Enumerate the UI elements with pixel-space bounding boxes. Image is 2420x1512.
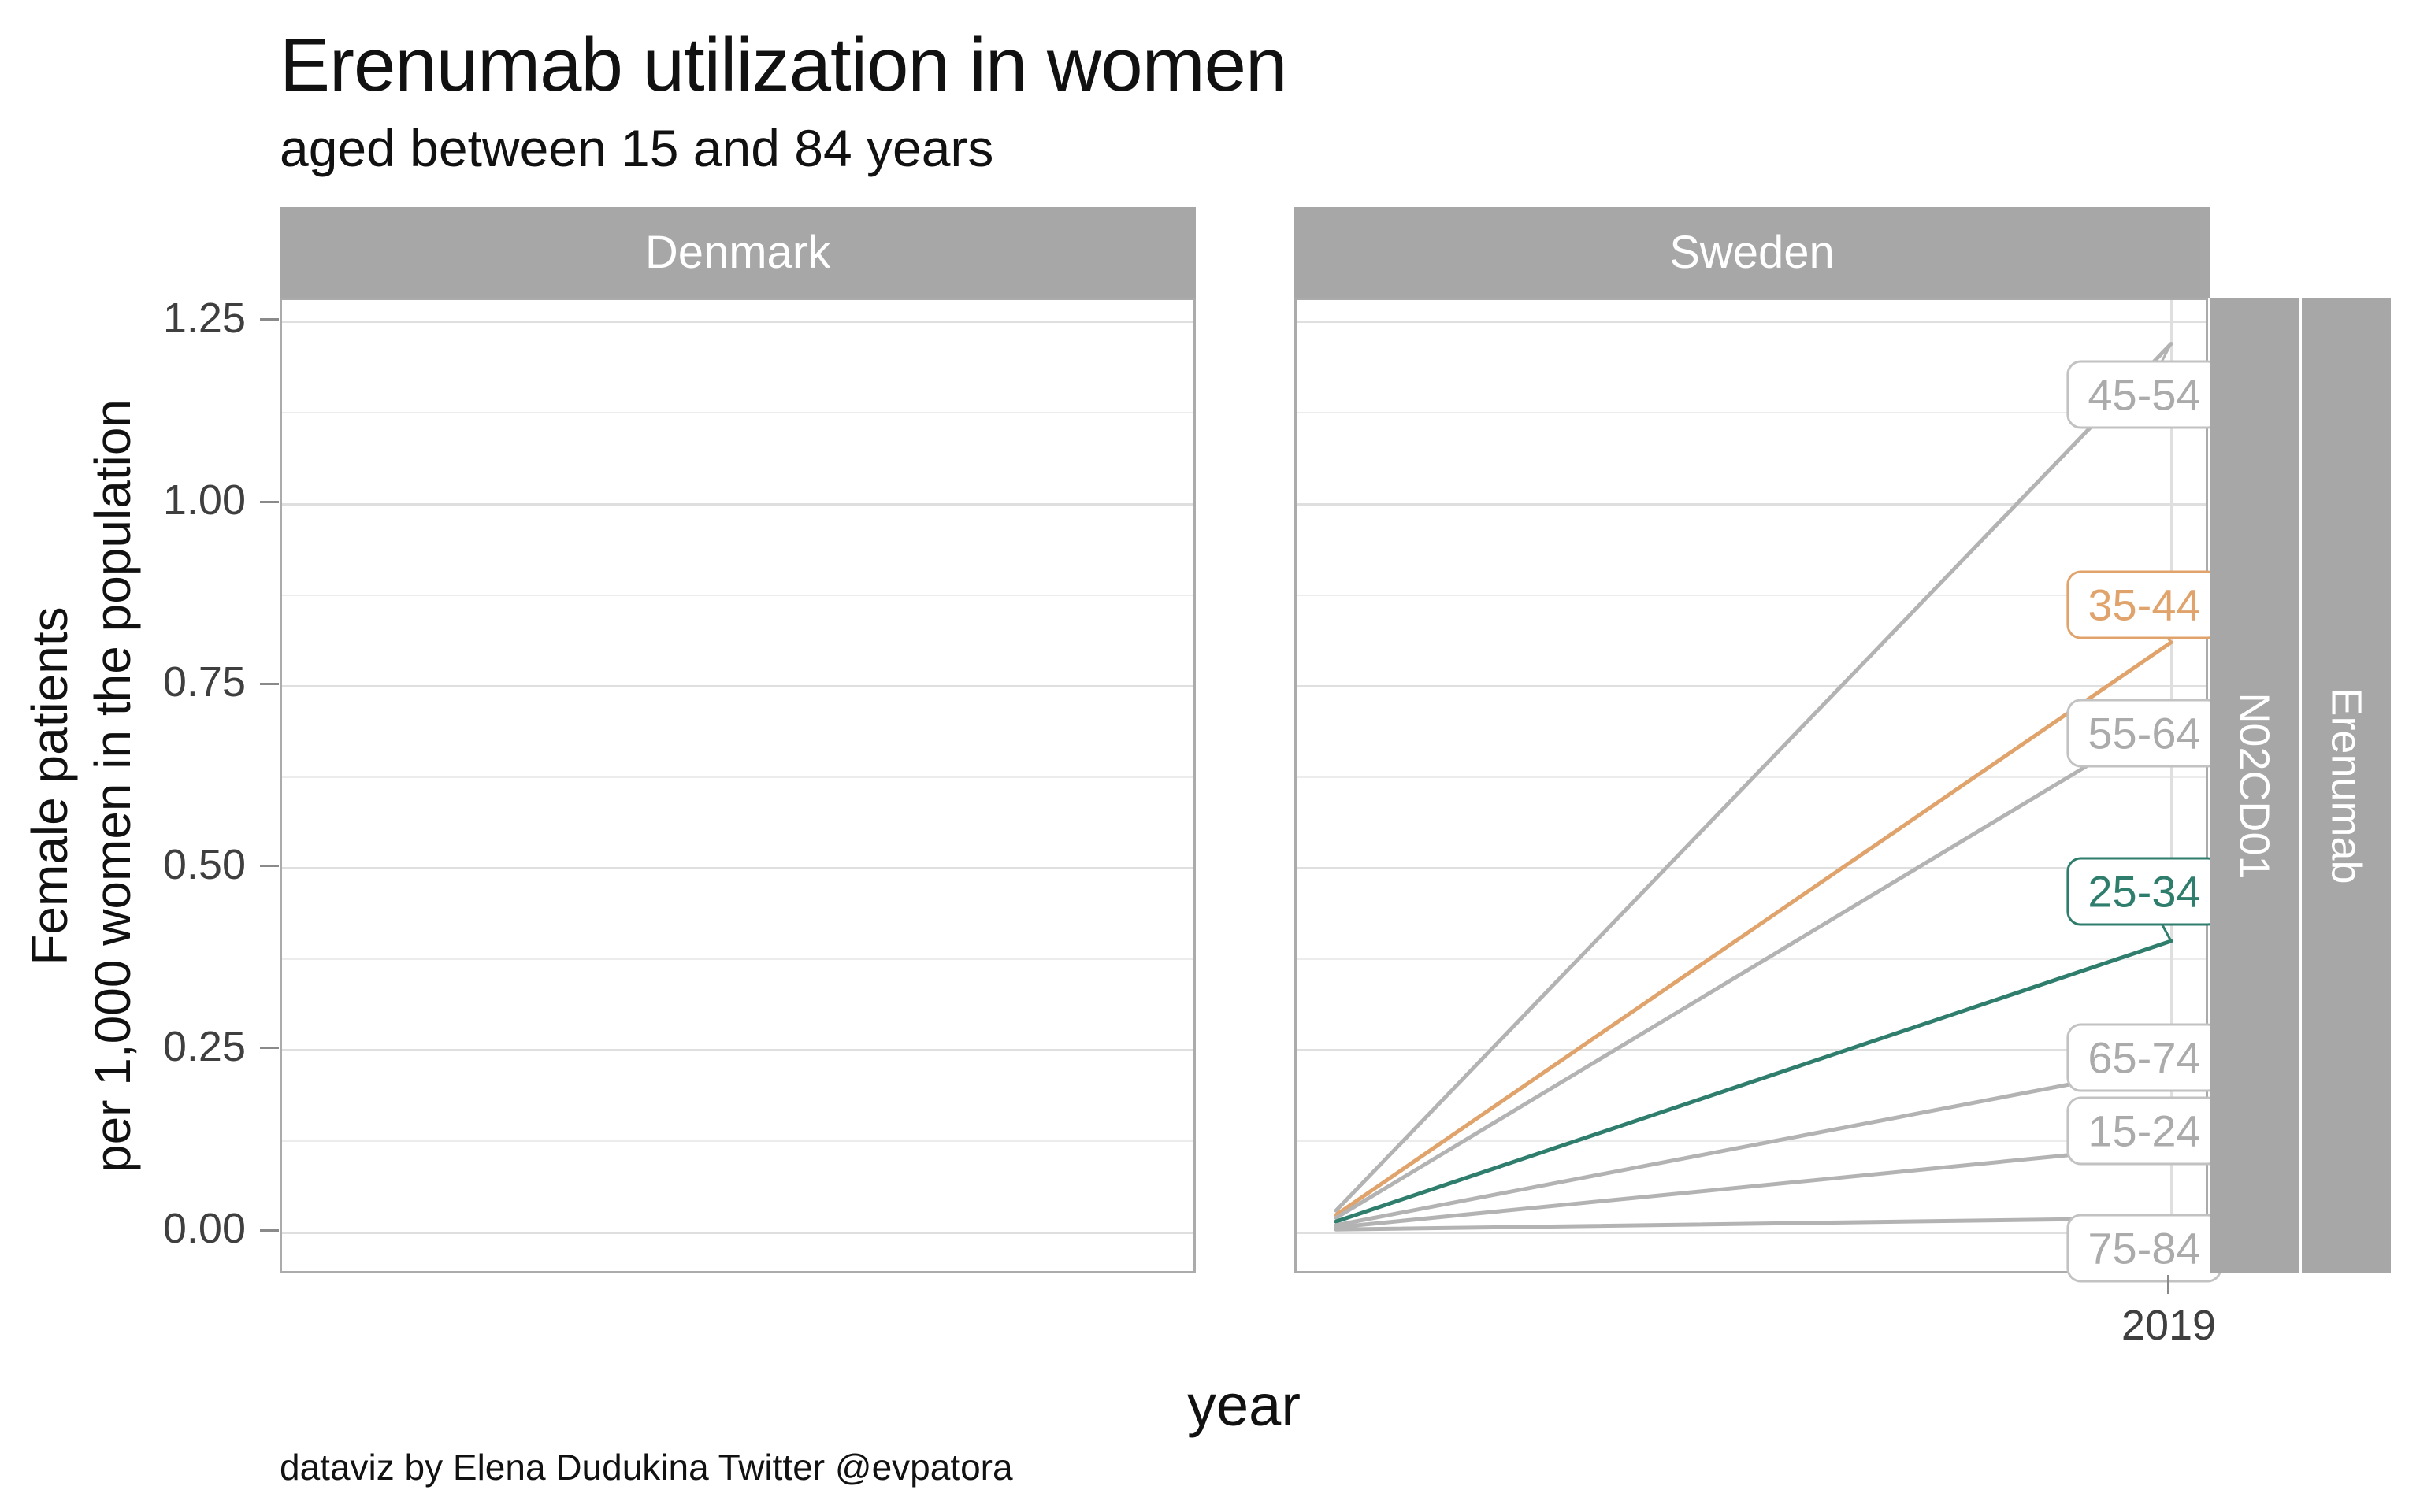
y-tick-label: 0.25 xyxy=(162,1022,246,1070)
figure-subtitle: aged between 15 and 84 years xyxy=(280,119,994,177)
y-tick-label: 1.00 xyxy=(162,476,246,524)
age-group-label-45-54: 45-54 xyxy=(2066,360,2222,429)
gridline-major xyxy=(282,321,1193,324)
facet-strip-denmark: Denmark xyxy=(280,207,1196,298)
y-tick-mark xyxy=(260,318,279,321)
y-axis-title: Female patients per 1,000 women in the p… xyxy=(14,298,148,1273)
facet-strip-drug-name-label: Erenumab xyxy=(2322,687,2370,884)
facet-strip-atc-code-label: N02CD01 xyxy=(2231,691,2278,880)
series-line-45-54 xyxy=(1334,342,2173,1213)
gridline-major xyxy=(282,1231,1193,1234)
page-title: Erenumab utilization in women xyxy=(280,23,1287,107)
facet-strip-drug-name: Erenumab xyxy=(2302,298,2391,1273)
figure-caption: dataviz by Elena Dudukina Twitter @evpat… xyxy=(280,1447,1013,1488)
sweden-series-plot xyxy=(1334,342,2173,1250)
y-tick-mark xyxy=(260,865,279,867)
x-tick-mark xyxy=(2167,1275,2169,1294)
gridline-major xyxy=(1297,502,2206,506)
gridline-minor xyxy=(282,1140,1193,1143)
gridline-major xyxy=(282,684,1193,687)
gridline-minor xyxy=(1297,958,2206,961)
gridline-minor xyxy=(282,594,1193,596)
series-line-25-34 xyxy=(1334,939,2173,1224)
gridline-major xyxy=(1297,684,2206,687)
age-group-label-55-64: 55-64 xyxy=(2066,699,2222,768)
y-tick-label: 0.00 xyxy=(162,1205,246,1252)
gridline-major xyxy=(1297,1231,2206,1234)
gridline-major xyxy=(1297,321,2206,324)
gridline-minor xyxy=(282,412,1193,414)
y-tick-label: 0.50 xyxy=(162,840,246,888)
series-line-55-64 xyxy=(1334,713,2173,1220)
facet-strip-sweden: Sweden xyxy=(1294,207,2210,298)
gridline-minor xyxy=(1297,594,2206,596)
y-tick-label: 1.25 xyxy=(162,294,246,342)
gridline-major xyxy=(1297,1049,2206,1052)
y-tick-label: 0.75 xyxy=(162,658,246,706)
gridline-minor xyxy=(1297,1140,2206,1143)
gridline-minor xyxy=(282,958,1193,961)
gridline-major xyxy=(282,502,1193,506)
facet-strip-sweden-label: Sweden xyxy=(1669,227,1835,278)
y-tick-mark xyxy=(260,682,279,685)
series-line-75-84 xyxy=(1334,1216,2173,1232)
facet-strip-atc-code: N02CD01 xyxy=(2210,298,2299,1273)
y-tick-mark xyxy=(260,1047,279,1050)
series-line-15-24 xyxy=(1334,1143,2173,1230)
gridline-major xyxy=(282,1049,1193,1052)
age-group-label-35-44: 35-44 xyxy=(2066,570,2222,639)
facet-strip-denmark-label: Denmark xyxy=(644,227,831,278)
gridline-minor xyxy=(1297,412,2206,414)
age-group-label-75-84: 75-84 xyxy=(2066,1214,2222,1283)
gridline-major xyxy=(1297,867,2206,869)
panel-denmark xyxy=(280,298,1196,1273)
age-group-label-15-24: 15-24 xyxy=(2066,1096,2222,1166)
gridline-vertical-2019 xyxy=(2169,300,2173,1271)
series-line-35-44 xyxy=(1334,640,2173,1217)
age-group-label-65-74: 65-74 xyxy=(2066,1023,2222,1092)
gridline-major xyxy=(282,867,1193,869)
y-tick-mark xyxy=(260,500,279,503)
age-group-label-25-34: 25-34 xyxy=(2066,857,2222,926)
panel-sweden: 45-54 35-44 55-64 25-34 65-74 15-24 75-84 xyxy=(1294,298,2222,1283)
gridline-minor xyxy=(282,776,1193,778)
x-tick-label: 2019 xyxy=(2121,1302,2217,1349)
y-tick-mark xyxy=(260,1228,279,1232)
series-line-65-74 xyxy=(1334,1062,2173,1228)
x-axis-title: year xyxy=(1187,1373,1301,1438)
